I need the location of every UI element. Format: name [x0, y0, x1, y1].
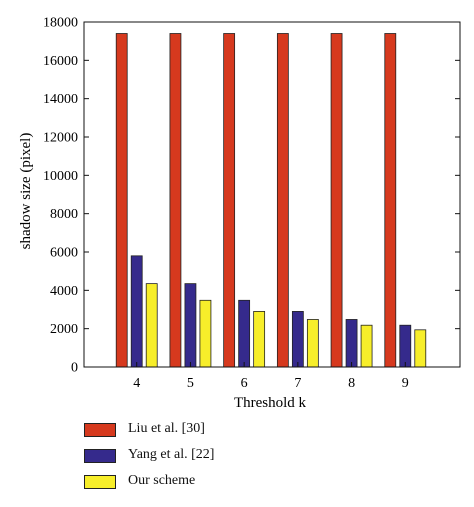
- y-tick-label: 0: [71, 361, 78, 376]
- bar-series-1-k9: [384, 33, 397, 368]
- y-tick-label: 4000: [50, 284, 78, 299]
- legend-swatch-liu: [84, 423, 116, 437]
- legend-label-our-scheme: Our scheme: [128, 473, 196, 488]
- bar-series-3-k6: [253, 311, 266, 368]
- y-tick-label: 12000: [43, 131, 78, 146]
- x-tick-label: 6: [241, 376, 248, 391]
- x-tick-label: 7: [294, 376, 301, 391]
- bar-series-3-k8: [360, 324, 373, 368]
- bar-chart: 0 2000 4000 6000 8000 10000 12000 14000 16000 180…: [18, 16, 461, 410]
- bars: 4 5 6 7 8 9: [115, 33, 427, 391]
- legend-swatch-our-scheme: [84, 475, 116, 489]
- x-tick-label: 8: [348, 376, 355, 391]
- bar-series-3-k7: [306, 319, 319, 368]
- bar-series-1-k4: [115, 33, 128, 368]
- x-tick-label: 4: [133, 376, 140, 391]
- legend-swatch-yang: [84, 449, 116, 463]
- legend-item-our-scheme: Our scheme: [84, 470, 384, 496]
- legend-label-yang: Yang et al. [22]: [128, 447, 215, 462]
- plot-frame: [83, 21, 461, 368]
- y-axis-ticks: 0 2000 4000 6000 8000 10000 12000 14000 16000 180…: [43, 16, 460, 376]
- x-tick-label: 5: [187, 376, 194, 391]
- bar-series-2-k5: [184, 283, 197, 368]
- bar-series-1-k8: [330, 33, 343, 368]
- x-axis-label: Threshold k: [234, 395, 307, 410]
- y-tick-label: 8000: [50, 207, 78, 222]
- y-tick-label: 16000: [43, 54, 78, 69]
- bar-series-2-k4: [130, 255, 143, 368]
- y-tick-label: 18000: [43, 16, 78, 31]
- bar-series-1-k7: [276, 33, 289, 368]
- x-tick-label: 9: [402, 376, 409, 391]
- bar-series-2-k6: [238, 299, 251, 368]
- y-axis-label: shadow size (pixel): [18, 133, 34, 250]
- legend-item-yang: Yang et al. [22]: [84, 444, 384, 470]
- legend-label-liu: Liu et al. [30]: [128, 421, 205, 436]
- y-tick-label: 6000: [50, 246, 78, 261]
- bar-series-1-k6: [223, 33, 236, 368]
- y-tick-label: 2000: [50, 322, 78, 337]
- bar-series-2-k8: [345, 319, 358, 368]
- y-tick-label: 10000: [43, 169, 78, 184]
- bar-series-3-k5: [199, 299, 212, 368]
- bar-series-3-k9: [414, 329, 427, 368]
- y-tick-label: 14000: [43, 92, 78, 107]
- legend: Liu et al. [30] Yang et al. [22] Our sch…: [84, 418, 384, 496]
- bar-series-3-k4: [145, 283, 158, 368]
- bar-series-2-k9: [399, 324, 412, 368]
- legend-item-liu: Liu et al. [30]: [84, 418, 384, 444]
- bar-series-2-k7: [291, 311, 304, 368]
- bar-series-1-k5: [169, 33, 182, 368]
